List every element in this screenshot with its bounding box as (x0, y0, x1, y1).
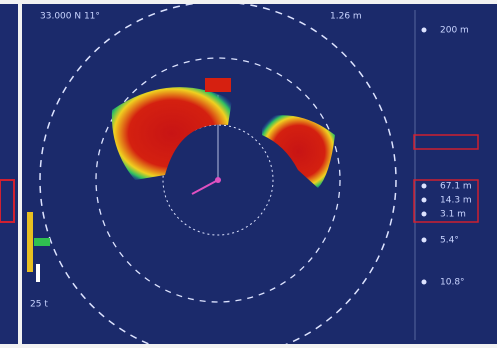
sonar-panel (22, 4, 497, 344)
sidebar-value: 5.4° (440, 236, 459, 246)
sidebar-value: 3.1 m (440, 210, 466, 220)
gain-gauge (36, 264, 40, 282)
color-scale (34, 238, 50, 246)
sonar-screen: 33.000 N 11° 1.26 m 200 m 67.1 m 14.3 m 3.1… (0, 0, 497, 348)
cursor-dot (215, 177, 221, 183)
color-scale (27, 212, 33, 272)
sidebar-icon (422, 280, 427, 285)
sidebar-icon (422, 238, 427, 243)
sidebar-icon (422, 198, 427, 203)
sidebar-value: 67.1 m (440, 182, 472, 192)
echo-center (205, 78, 231, 92)
sidebar-value: 10.8° (440, 278, 465, 288)
page: {"header": {"left_readout": "33.000 N 11… (0, 0, 497, 348)
left-panel (0, 4, 18, 344)
sidebar-icon (422, 184, 427, 189)
header-left: 33.000 N 11° (40, 12, 100, 22)
sidebar-value: 14.3 m (440, 196, 472, 206)
sidebar-value: 200 m (440, 26, 469, 36)
sidebar-icon (422, 28, 427, 33)
sidebar-icon (422, 212, 427, 217)
scale-label: 25 t (30, 300, 48, 310)
header-right: 1.26 m (330, 12, 362, 22)
